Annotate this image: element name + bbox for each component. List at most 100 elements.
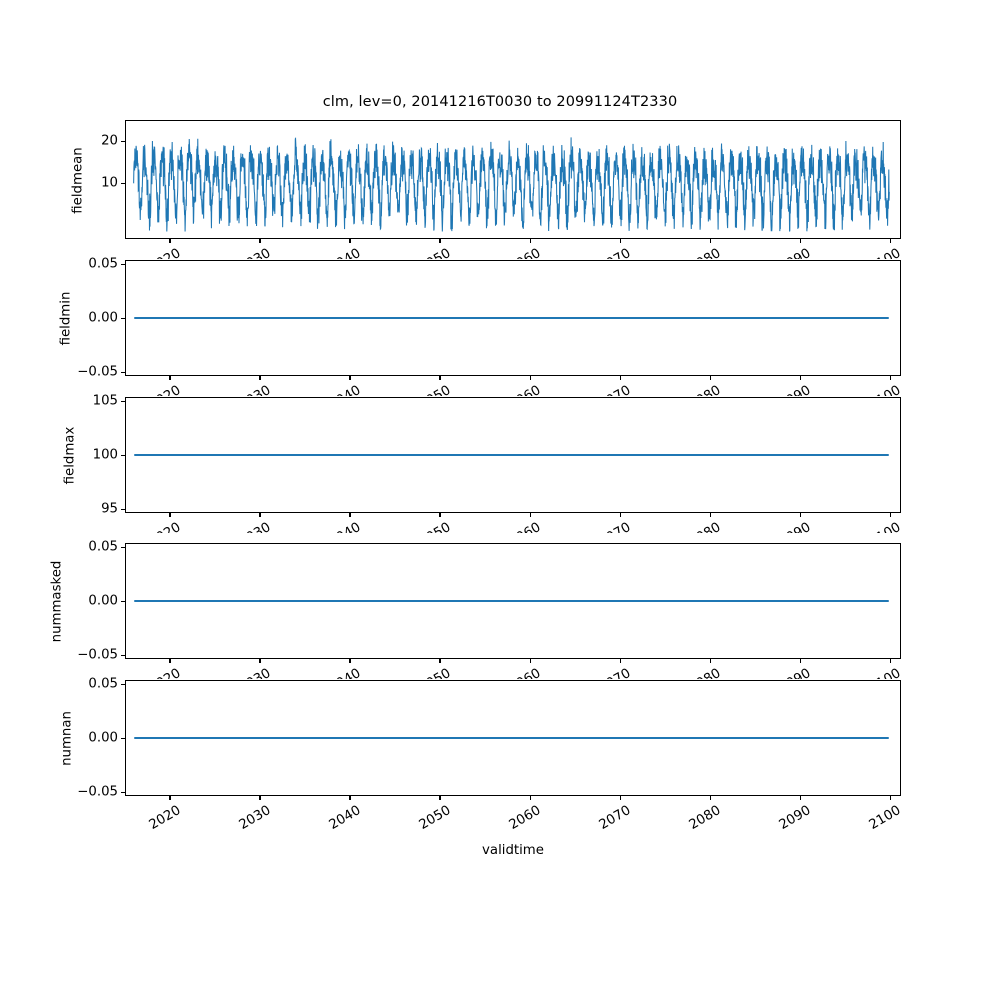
ytick-fieldmax-95: 95: [101, 501, 118, 517]
xtick-mark: [349, 376, 351, 380]
xtick-label-2080: 2080: [686, 803, 724, 833]
xtick-label-2090: 2090: [720, 666, 814, 679]
xtick-label-2080: 2080: [630, 246, 724, 259]
xtick-mark: [709, 796, 711, 800]
xtick-mark: [529, 796, 531, 800]
xtick-mark: [259, 659, 261, 663]
constant-line-nummasked: [133, 600, 890, 603]
xtick-mark: [799, 796, 801, 800]
xtick-mark: [349, 239, 351, 243]
xtick-label-2080: 2080: [630, 666, 724, 679]
constant-line-fieldmax: [133, 454, 890, 457]
ytick-mark: [121, 791, 125, 793]
xtick-mark: [709, 376, 711, 380]
xtick-strip-panel-5: 2020 2030 2040 2050 2060 2070 2080 2090 2100: [0, 796, 1000, 842]
ytick-mark: [121, 508, 125, 510]
xtick-mark: [169, 796, 171, 800]
xtick-label-2100: 2100: [810, 666, 904, 679]
xtick-label-2030: 2030: [179, 246, 274, 259]
xtick-label-2050: 2050: [359, 383, 454, 396]
fieldmean-line: [133, 137, 890, 232]
xtick-label-2040: 2040: [269, 666, 364, 679]
xtick-label-2040: 2040: [269, 246, 364, 259]
xtick-label-2040: 2040: [269, 383, 364, 396]
ytick-mark: [121, 737, 125, 739]
xtick-mark: [169, 239, 171, 243]
xtick-mark: [259, 376, 261, 380]
xtick-mark: [349, 659, 351, 663]
ytick-nummasked-zero: 0.00: [88, 593, 118, 609]
xtick-label-2080: 2080: [630, 520, 724, 533]
plot-area-fieldmean: [126, 121, 900, 238]
xtick-mark: [439, 239, 441, 243]
xtick-mark: [349, 513, 351, 517]
xlabel: validtime: [482, 843, 544, 858]
xtick-mark: [259, 796, 261, 800]
ytick-mark: [121, 654, 125, 656]
xtick-label-2060: 2060: [449, 246, 544, 259]
xtick-label-2100: 2100: [810, 246, 904, 259]
xtick-mark: [529, 239, 531, 243]
xtick-mark: [259, 513, 261, 517]
ytick-fieldmin-neg: −0.05: [77, 364, 118, 380]
xtick-label-2040: 2040: [326, 803, 364, 833]
xtick-label-2070: 2070: [540, 246, 634, 259]
xtick-label-2050: 2050: [359, 520, 454, 533]
xtick-mark: [169, 376, 171, 380]
xtick-label-2030: 2030: [236, 803, 274, 833]
xtick-label-2090: 2090: [720, 246, 814, 259]
xtick-mark: [709, 659, 711, 663]
xtick-label-2070: 2070: [540, 383, 634, 396]
xtick-label-2100: 2100: [810, 383, 904, 396]
xtick-label-2070: 2070: [540, 666, 634, 679]
xtick-mark: [529, 376, 531, 380]
xtick-mark: [619, 239, 621, 243]
ytick-mark: [121, 600, 125, 602]
ytick-mark: [121, 317, 125, 319]
xtick-mark: [619, 513, 621, 517]
xtick-mark: [619, 376, 621, 380]
xtick-label-2060: 2060: [449, 383, 544, 396]
xtick-label-2030: 2030: [179, 383, 274, 396]
xtick-label-2050: 2050: [359, 666, 454, 679]
panel-fieldmean: [125, 120, 901, 239]
xtick-mark: [619, 796, 621, 800]
xtick-label-2030: 2030: [179, 520, 274, 533]
ytick-nummasked-pos: 0.05: [88, 539, 118, 555]
ytick-fieldmax-100: 100: [92, 447, 118, 463]
constant-line-numnan: [133, 737, 890, 740]
xtick-label-2060: 2060: [506, 803, 544, 833]
xtick-label-2100: 2100: [810, 520, 904, 533]
ytick-numnan-pos: 0.05: [88, 676, 118, 692]
xtick-mark: [889, 796, 891, 800]
ytick-mark: [121, 263, 125, 265]
xtick-label-2050: 2050: [416, 803, 454, 833]
xtick-label-2060: 2060: [449, 520, 544, 533]
ytick-fieldmax-105: 105: [92, 393, 118, 409]
ytick-mark: [121, 400, 125, 402]
xtick-label-2100: 2100: [866, 803, 904, 833]
xtick-mark: [889, 239, 891, 243]
xtick-label-2090: 2090: [720, 520, 814, 533]
xtick-label-2020: 2020: [89, 520, 184, 533]
xtick-mark: [799, 376, 801, 380]
ytick-fieldmean-10: 10: [101, 175, 118, 191]
plot-area-fieldmax: [126, 398, 900, 512]
ytick-mark: [121, 182, 125, 184]
ytick-fieldmin-zero: 0.00: [88, 310, 118, 326]
xtick-mark: [709, 239, 711, 243]
xtick-mark: [439, 659, 441, 663]
xtick-label-2090: 2090: [776, 803, 814, 833]
xtick-label-2030: 2030: [179, 666, 274, 679]
xtick-mark: [799, 513, 801, 517]
series-fieldmean: [133, 137, 890, 232]
panel-fieldmin: [125, 260, 901, 376]
xtick-mark: [889, 376, 891, 380]
ytick-fieldmean-20: 20: [101, 133, 118, 149]
xtick-mark: [169, 659, 171, 663]
